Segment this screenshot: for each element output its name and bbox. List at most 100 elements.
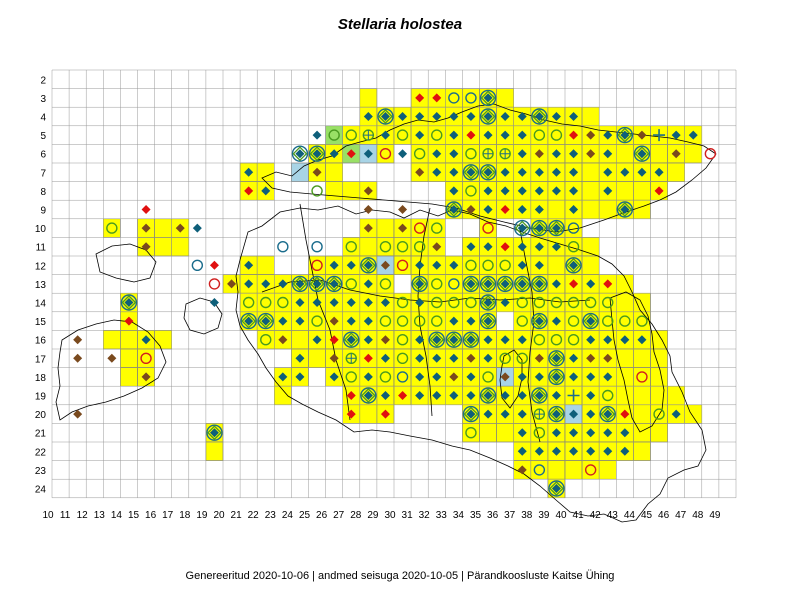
diamond-teal-marker — [551, 279, 561, 289]
y-axis-label: 2 — [40, 75, 46, 86]
circle-red-marker — [396, 259, 409, 271]
circle-diamond-inner-marker — [466, 335, 476, 345]
x-axis-label: 37 — [504, 510, 516, 521]
circle-diamond-outer-marker — [206, 424, 223, 441]
occupied-cell — [496, 423, 514, 443]
circle-diamond-inner-marker — [517, 279, 527, 289]
occupied-cell — [393, 125, 412, 145]
circle-green-marker — [431, 129, 443, 141]
circle-red-marker — [208, 278, 221, 290]
diamond-teal-marker — [363, 372, 373, 382]
circle-diamond-frame-marker — [480, 276, 496, 292]
diamond-teal-marker — [432, 112, 442, 121]
occupied-cell — [616, 385, 634, 406]
occupied-cell — [581, 181, 600, 201]
occupied-cell — [667, 385, 685, 406]
x-axis-label: 24 — [282, 510, 294, 521]
occupied-cell — [445, 292, 463, 313]
circle-green-marker — [379, 371, 392, 383]
circle-diamond-inner-marker — [449, 205, 459, 214]
plus-inner-marker — [483, 148, 494, 159]
diamond-teal-marker — [517, 409, 527, 419]
occupied-cell — [496, 88, 514, 108]
diamond-teal-marker — [551, 242, 561, 252]
occupied-cell — [154, 218, 172, 238]
occupied-cell — [393, 237, 412, 257]
diamond-teal-marker — [449, 186, 459, 196]
y-axis-label: 10 — [35, 224, 47, 235]
occupied-cell — [342, 367, 361, 387]
river-boundary-2 — [299, 203, 351, 421]
diamond-teal-marker — [551, 112, 561, 121]
diamond-teal-marker — [295, 298, 305, 307]
occupied-cell — [427, 292, 446, 313]
diamond-teal-marker — [346, 298, 356, 307]
diamond-brown-marker — [107, 353, 117, 363]
circle-green-marker — [345, 278, 357, 290]
diamond-teal-marker — [569, 112, 579, 121]
diamond-brown-marker — [329, 353, 339, 363]
circle-diamond-inner-marker — [295, 149, 305, 159]
plus-marker — [653, 129, 666, 142]
diamond-teal-marker — [483, 205, 493, 214]
diamond-teal-marker — [380, 130, 390, 140]
circle-red-marker — [482, 222, 494, 234]
occupied-cell — [581, 292, 600, 313]
diamond-teal-marker — [449, 167, 459, 177]
occupied-cell — [205, 441, 224, 461]
circle-diamond-outer-marker — [616, 201, 634, 218]
occupied-cell — [633, 292, 651, 313]
diamond-red-marker — [141, 205, 151, 214]
occupied-cell — [376, 311, 395, 331]
circle-diamond-inner-marker — [620, 205, 630, 214]
diamond-brown-marker — [466, 353, 476, 363]
circle-diamond-inner-marker — [551, 409, 561, 419]
diamond-teal-marker — [312, 130, 322, 140]
diamond-teal-marker — [603, 167, 613, 177]
circle-diamond-outer-marker — [565, 257, 582, 274]
diamond-red-marker — [415, 93, 425, 103]
x-axis-label: 39 — [538, 510, 550, 521]
occupied-cell — [359, 237, 378, 257]
diamond-teal-marker — [483, 242, 493, 252]
y-axis-label: 6 — [40, 150, 46, 161]
occupied-cell — [325, 125, 343, 145]
circle-diamond-frame-marker — [343, 332, 359, 348]
diamond-brown-marker — [534, 353, 544, 363]
y-axis-label: 8 — [40, 187, 46, 198]
x-axis-label: 22 — [248, 510, 260, 521]
circle-diamond-outer-marker — [479, 312, 497, 330]
circle-red-marker — [584, 464, 597, 476]
circle-diamond-frame-marker — [446, 332, 462, 348]
circle-diamond-inner-marker — [295, 279, 305, 289]
occupied-cell — [308, 311, 326, 331]
occupied-cell — [462, 144, 480, 164]
circle-diamond-inner-marker — [415, 279, 425, 289]
circle-green-marker — [516, 296, 528, 309]
circle-diamond-frame-marker — [412, 276, 428, 292]
x-axis-label: 31 — [402, 510, 414, 521]
coastline-muhu — [183, 297, 223, 335]
occupied-cell — [445, 274, 463, 294]
diamond-teal-marker — [244, 260, 254, 270]
y-axis-label: 4 — [40, 113, 46, 124]
circle-diamond-outer-marker — [479, 387, 497, 404]
circle-diamond-outer-marker — [428, 331, 445, 348]
occupied-cell — [530, 460, 549, 480]
diamond-teal-marker — [398, 112, 408, 121]
diamond-teal-marker — [449, 316, 459, 326]
y-axis-label: 16 — [35, 336, 47, 347]
diamond-teal-marker — [244, 279, 254, 289]
x-axis-label: 47 — [675, 510, 687, 521]
circle-green-marker — [396, 334, 409, 346]
diamond-teal-marker — [586, 428, 596, 438]
occupied-cell — [633, 311, 651, 331]
plus-inner-marker — [363, 130, 374, 141]
circle-green-marker — [345, 240, 357, 253]
occupied-cell — [530, 125, 549, 145]
circle-diamond-outer-marker — [257, 312, 274, 330]
y-axis-label: 5 — [40, 131, 46, 142]
circle-diamond-outer-marker — [360, 387, 377, 404]
diamond-teal-marker — [449, 353, 459, 363]
diamond-teal-marker — [363, 279, 373, 289]
